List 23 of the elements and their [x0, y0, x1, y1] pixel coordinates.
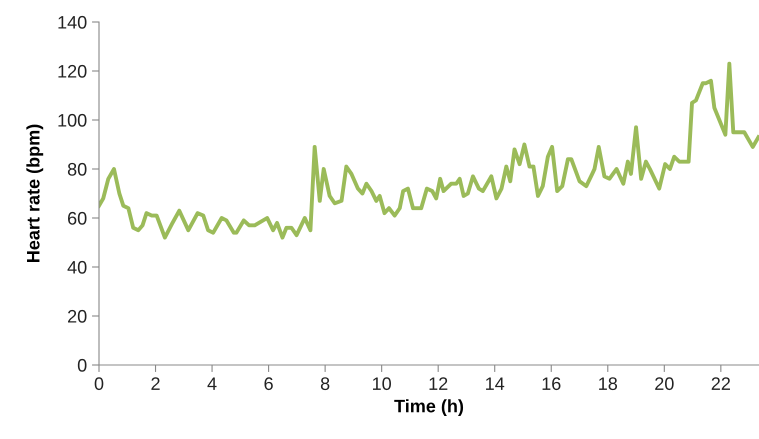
x-tick-label: 2	[151, 377, 160, 390]
x-tick-label: 0	[94, 377, 104, 390]
y-tick-label: 100	[58, 114, 86, 127]
x-tick-label: 10	[372, 377, 391, 390]
x-tick-label: 22	[712, 377, 730, 390]
x-tick-label: 20	[655, 377, 674, 390]
y-tick-label: 60	[68, 212, 86, 225]
y-tick-label: 20	[68, 310, 86, 323]
y-tick-label: 40	[68, 260, 86, 274]
x-tick-label: 12	[430, 377, 448, 390]
x-axis-title: Time (h)	[394, 399, 464, 416]
y-tick-label: 140	[58, 16, 86, 29]
x-tick-label: 6	[264, 377, 273, 390]
y-tick-label: 120	[58, 64, 86, 78]
y-axis-title: Heart rate (bpm)	[26, 124, 44, 262]
line-series	[99, 62, 759, 240]
x-tick-label: 18	[599, 377, 618, 390]
y-tick-label: 0	[78, 358, 86, 372]
x-tick-label: 8	[320, 377, 330, 390]
x-tick-label: 16	[542, 377, 560, 390]
y-tick-label: 80	[68, 162, 86, 176]
x-tick-label: 4	[207, 377, 217, 390]
x-tick-label: 14	[486, 377, 504, 390]
